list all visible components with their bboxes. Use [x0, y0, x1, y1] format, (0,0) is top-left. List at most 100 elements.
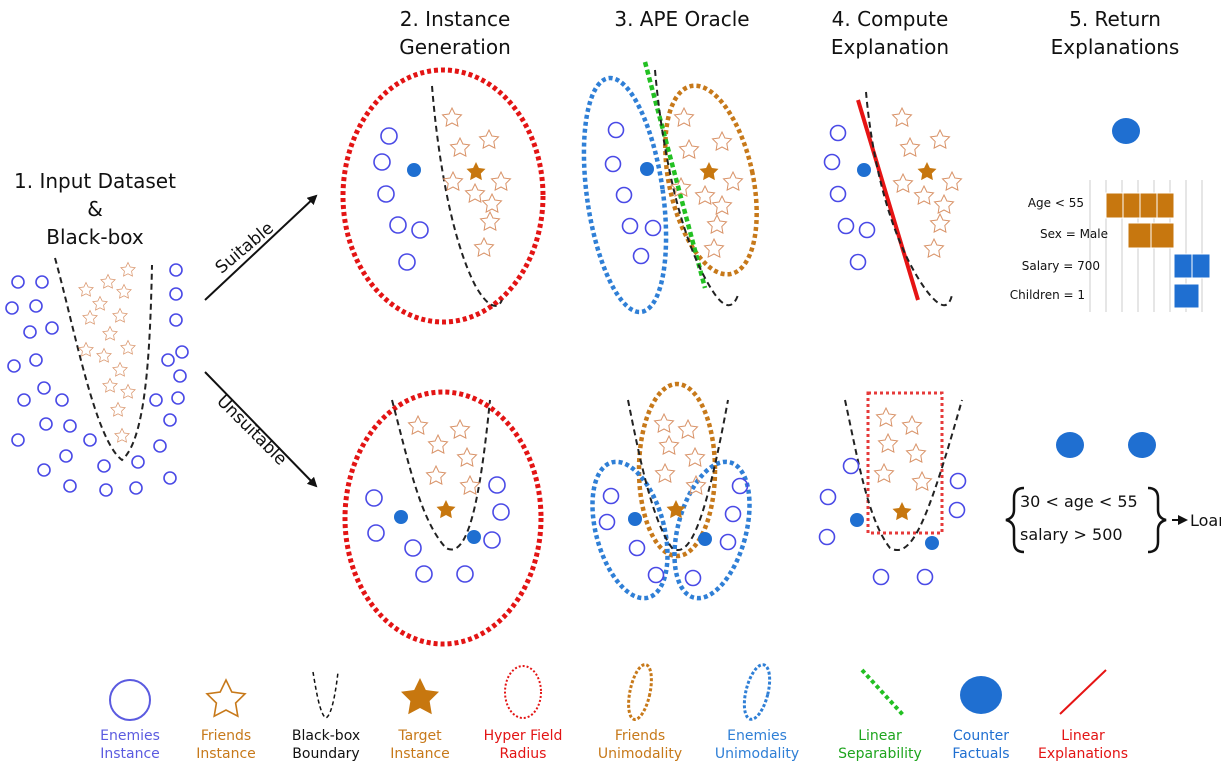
- enemy-circle-icon: [109, 679, 151, 721]
- legend-item-counter-factuals: Counter Factuals: [952, 676, 1010, 762]
- friend-instances: [78, 261, 136, 443]
- step3-title: 3. APE Oracle: [614, 7, 749, 31]
- legend-item-target: Target Instance: [390, 678, 450, 762]
- bar-label-age: Age < 55: [1028, 196, 1084, 210]
- counter-factual-icon: [960, 676, 1002, 714]
- linear-explanation-icon: [1059, 669, 1107, 715]
- legend-label-line1: Linear: [858, 728, 902, 744]
- ape-oracle-suitable: [581, 61, 759, 315]
- target-instance: [436, 500, 456, 519]
- legend-label-line1: Counter: [953, 728, 1009, 744]
- step5-title-line1: 5. Return: [1069, 7, 1161, 31]
- instance-generation-unsuitable: [342, 389, 544, 647]
- feature-importance-panel: Age < 55 Sex = Male Salary = 700 Childre…: [1010, 118, 1211, 312]
- target-star-icon: [401, 678, 439, 715]
- step4-title-line2: Explanation: [831, 35, 949, 59]
- step1-title-line3: Black-box: [46, 225, 144, 249]
- legend-label-line2: Boundary: [292, 746, 359, 762]
- black-box-boundary: [654, 69, 739, 307]
- rule-condition-salary: salary > 500: [1020, 525, 1123, 544]
- step5-title-line2: Explanations: [1051, 35, 1180, 59]
- hyper-field-radius: [340, 67, 546, 325]
- legend-item-linear-explanations: Linear Explanations: [1038, 669, 1128, 762]
- rule-outcome: Loan: [1190, 511, 1221, 530]
- legend-label-line1: Hyper Field: [484, 728, 563, 744]
- black-box-boundary: [627, 399, 729, 551]
- legend: Enemies Instance Friends Instance Black-…: [100, 663, 1128, 762]
- enemies-unimodality: [672, 459, 752, 601]
- suitable-label: Suitable: [212, 218, 278, 278]
- legend-label-line2: Explanations: [1038, 746, 1128, 762]
- rule-condition-age: 30 < age < 55: [1020, 492, 1138, 511]
- step2-title-line1: 2. Instance: [400, 7, 511, 31]
- compute-explanation-unsuitable: [818, 391, 967, 586]
- black-box-boundary-icon: [312, 671, 339, 719]
- suitable-arrow: [204, 194, 318, 301]
- legend-label-line2: Separability: [838, 746, 922, 762]
- bar-label-children: Children = 1: [1010, 288, 1085, 302]
- bar-children: [1173, 283, 1200, 309]
- friends-unimodality: [636, 381, 718, 559]
- ape-oracle-unsuitable: [590, 381, 752, 601]
- bar-label-sex: Sex = Male: [1040, 227, 1108, 241]
- enemy-instances: [5, 263, 189, 497]
- friend-star-icon: [205, 678, 247, 718]
- enemies-unimodality-icon: [742, 663, 772, 721]
- black-box-boundary: [431, 85, 503, 307]
- counter-factual: [394, 510, 408, 524]
- step4-title-line1: 4. Compute: [832, 7, 949, 31]
- legend-label-line2: Instance: [196, 746, 256, 762]
- legend-item-black-box: Black-box Boundary: [292, 671, 360, 762]
- black-box-boundary: [865, 91, 953, 307]
- unsuitable-arrow: [204, 371, 318, 488]
- bar-label-salary: Salary = 700: [1022, 259, 1100, 273]
- black-box-boundary: [391, 399, 491, 551]
- legend-label-line1: Friends: [615, 728, 665, 744]
- legend-item-enemies-unimodality: Enemies Unimodality: [715, 663, 799, 762]
- counter-factual: [467, 530, 481, 544]
- target-instance: [466, 162, 486, 181]
- linear-separability-icon: [860, 668, 906, 718]
- step1-title-line2: &: [87, 197, 103, 221]
- legend-label-line1: Friends: [201, 728, 251, 744]
- rule-explanation-panel: 30 < age < 55 salary > 500 Loan: [1005, 432, 1221, 554]
- linear-explanation: [856, 99, 920, 301]
- unsuitable-label: Unsuitable: [212, 391, 290, 469]
- legend-label-line1: Target: [397, 728, 442, 744]
- legend-item-linear-separability: Linear Separability: [838, 668, 922, 762]
- legend-item-friends: Friends Instance: [196, 678, 256, 762]
- counter-factual: [1128, 432, 1156, 458]
- counter-factual: [1056, 432, 1084, 458]
- legend-label-line2: Unimodality: [598, 746, 682, 762]
- legend-label-line2: Unimodality: [715, 746, 799, 762]
- step2-title-line2: Generation: [399, 35, 511, 59]
- legend-label-line2: Instance: [390, 746, 450, 762]
- legend-item-friends-unimodality: Friends Unimodality: [598, 663, 682, 762]
- enemies-unimodality: [590, 459, 670, 601]
- black-box-boundary: [844, 399, 963, 551]
- counter-factual: [1112, 118, 1140, 144]
- friends-unimodality-icon: [627, 663, 653, 721]
- left-brace: [1005, 486, 1025, 554]
- compute-explanation-suitable: [823, 91, 963, 307]
- linear-separability: [642, 61, 708, 289]
- legend-label-line1: Enemies: [727, 728, 787, 744]
- hyper-field-radius-icon: [504, 665, 542, 719]
- instance-generation-suitable: [340, 67, 546, 325]
- legend-label-line2: Instance: [100, 746, 160, 762]
- legend-item-hyper-field: Hyper Field Radius: [484, 665, 563, 762]
- legend-label-line1: Enemies: [100, 728, 160, 744]
- black-box-boundary: [54, 257, 153, 462]
- legend-label-line2: Factuals: [952, 746, 1009, 762]
- query-instance: [407, 163, 421, 177]
- legend-label-line2: Radius: [500, 746, 547, 762]
- hyper-field-radius: [342, 389, 544, 647]
- friends-unimodality: [663, 83, 759, 277]
- step1-title-line1: 1. Input Dataset: [14, 169, 176, 193]
- input-dataset-panel: [5, 257, 189, 497]
- enemies-unimodality: [581, 75, 669, 315]
- rule-region-box: [866, 391, 944, 535]
- legend-item-enemies: Enemies Instance: [100, 679, 160, 762]
- legend-label-line1: Black-box: [292, 728, 360, 744]
